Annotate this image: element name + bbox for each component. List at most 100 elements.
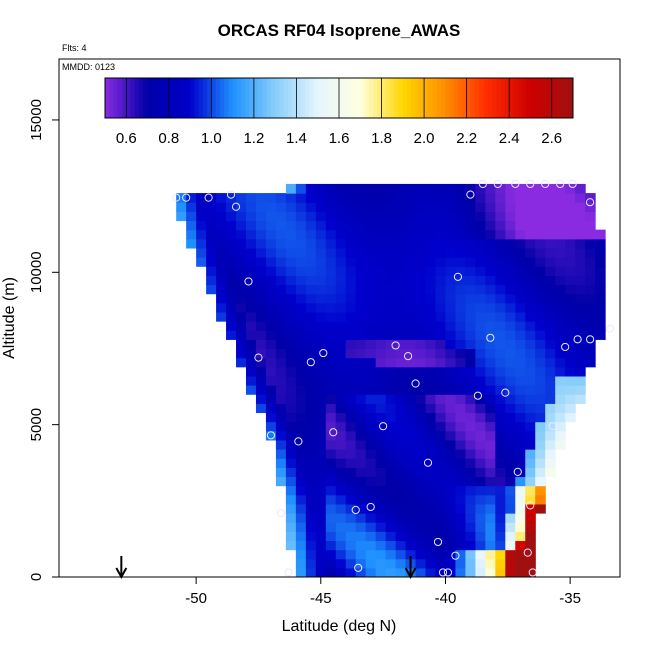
heatmap-cell [255,202,267,212]
heatmap-cell [435,439,447,450]
heatmap-cell [525,193,536,203]
colorbar-swatch [424,78,429,118]
sample-point [526,501,535,510]
heatmap-cell [415,403,427,414]
heatmap-cell [355,311,367,322]
heatmap-cell [515,366,526,377]
heatmap-cell [475,293,486,304]
colorbar-swatch [202,78,208,118]
sample-point [284,568,293,577]
heatmap-cell [465,330,476,340]
sample-point [478,179,487,189]
heatmap-cell [325,412,337,423]
heatmap-cell [305,366,317,377]
heatmap-cell [355,348,367,359]
heatmap-cell [226,238,237,249]
heatmap-cell [395,421,407,432]
heatmap-cell [415,494,427,505]
colorbar-swatch [445,78,451,118]
heatmap-cell [455,412,467,423]
heatmap-cell [196,238,207,249]
heatmap-cell [196,229,207,240]
colorbar-swatch [385,78,391,118]
heatmap-cell [335,211,347,222]
heatmap-cell [425,238,437,249]
heatmap-cell [545,302,556,313]
heatmap-cell [315,567,327,577]
heatmap-cell [295,385,307,395]
heatmap-cell [535,330,546,340]
heatmap-cell [425,412,437,423]
heatmap-cell [435,247,447,258]
heatmap-cell [206,257,217,267]
heatmap-cell [285,211,297,222]
heatmap-cell [475,193,486,203]
heatmap-cell [395,467,407,478]
heatmap-cell [335,375,347,386]
heatmap-cell [395,558,407,569]
heatmap-cell [465,458,476,468]
colorbar-swatch [122,78,127,118]
heatmap-cell [285,412,297,423]
heatmap-cell [315,311,327,322]
heatmap-cell [585,229,596,240]
heatmap-cell [535,503,546,514]
heatmap-cell [236,211,247,222]
colorbar-swatch [309,78,314,118]
heatmap-cell [565,311,576,322]
heatmap-cell [495,503,506,514]
heatmap-cell [465,385,476,395]
heatmap-cell [405,202,417,212]
heatmap-cell [375,476,387,487]
heatmap-cell [385,183,397,194]
heatmap-cell [555,220,566,231]
sample-point [573,335,582,344]
heatmap-cell [345,485,357,496]
heatmap-cell [465,275,476,286]
heatmap-cell [505,531,516,542]
heatmap-cell [595,284,606,295]
heatmap-cell [355,567,367,577]
heatmap-cell [535,449,546,459]
colorbar-swatch [198,78,204,118]
heatmap-cell [505,439,516,450]
heatmap-cell [425,522,437,532]
colorbar-tick-label: 2.0 [414,130,435,147]
heatmap-cell [525,421,536,432]
heatmap-cell [375,202,387,212]
heatmap-cell [206,211,217,222]
heatmap-cell [335,403,347,414]
colorbar-swatch [173,78,178,118]
heatmap-cell [515,385,526,395]
heatmap-cell [365,531,377,542]
heatmap-cell [505,266,516,276]
heatmap-cell [315,375,327,386]
heatmap-cell [375,330,387,340]
heatmap-cell [535,247,546,258]
heatmap-cell [475,494,486,505]
heatmap-cell [295,558,307,569]
heatmap-cell [325,513,337,523]
heatmap-cell [565,220,576,231]
heatmap-cell [485,247,496,258]
heatmap-cell [265,229,277,240]
heatmap-cell [555,202,566,212]
heatmap-cell [445,366,457,377]
heatmap-cell [375,531,387,542]
heatmap-cell [545,220,556,231]
heatmap-cell [425,211,437,222]
heatmap-cell [285,494,297,505]
heatmap-cell [365,494,377,505]
colorbar-swatch [113,78,119,118]
heatmap-cell [295,348,307,359]
heatmap-cell [525,449,536,459]
heatmap-cell [385,339,397,350]
heatmap-cell [375,421,387,432]
heatmap-cell [585,302,596,313]
heatmap-cell [495,293,506,304]
heatmap-cell [565,357,576,368]
heatmap-cell [445,202,457,212]
heatmap-cell [315,558,327,569]
heatmap-cell [275,211,287,222]
heatmap-cell [395,366,407,377]
